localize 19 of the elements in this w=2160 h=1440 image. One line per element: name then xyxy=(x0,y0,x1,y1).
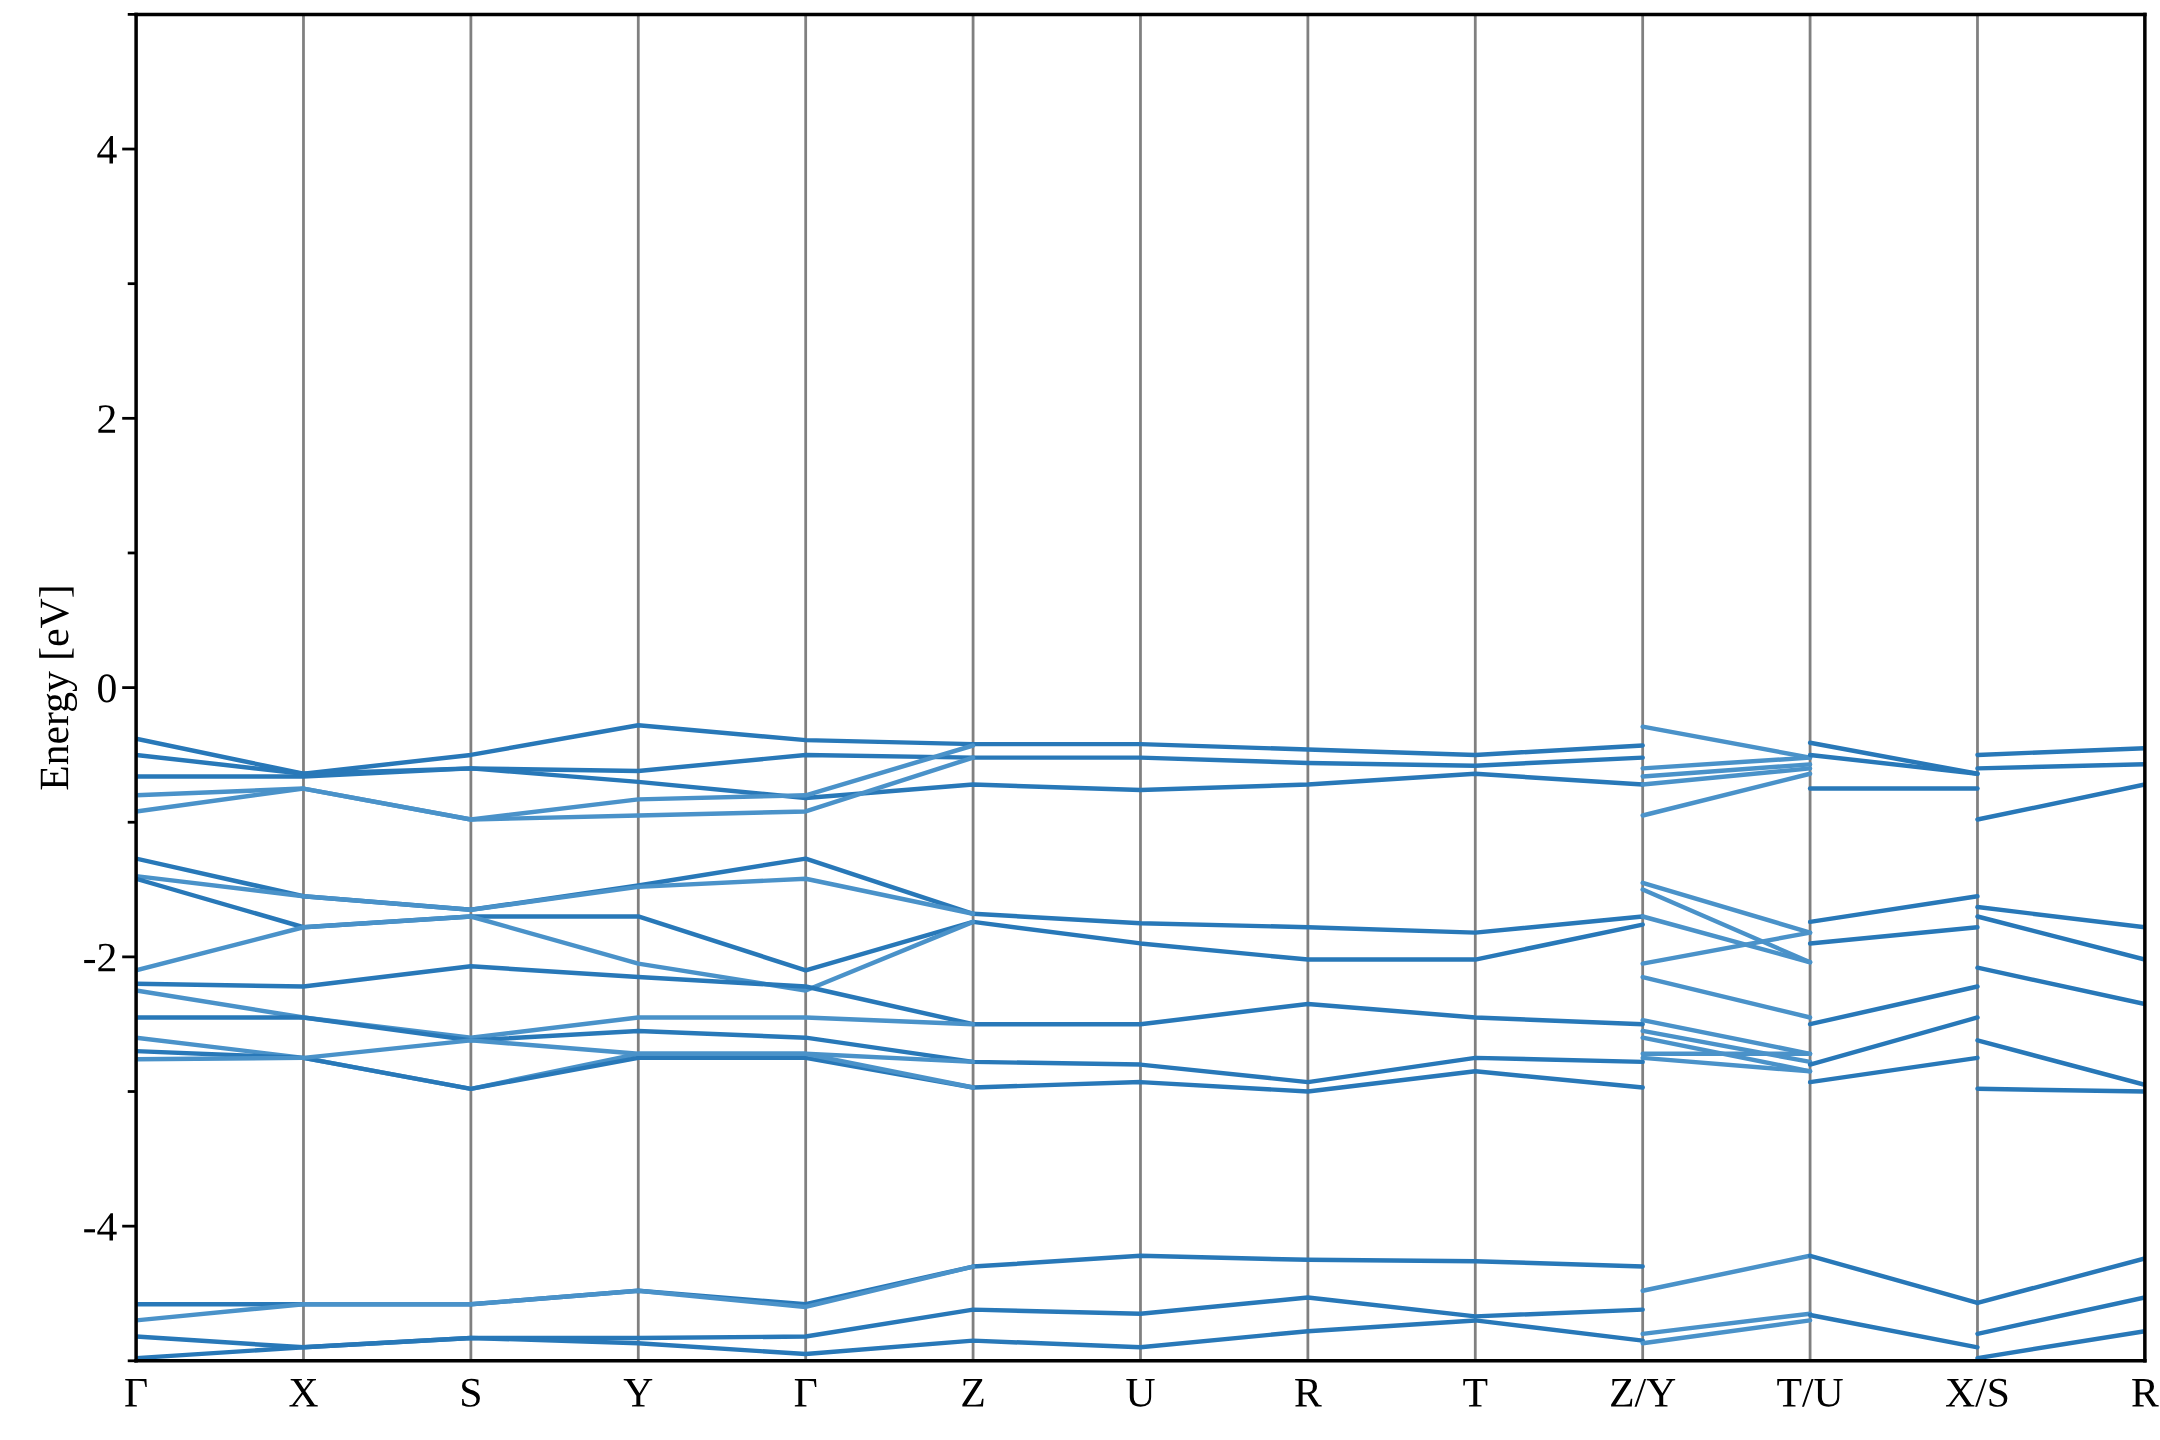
x-tick-label: Γ xyxy=(794,1379,817,1407)
y-tick-label: 0 xyxy=(98,674,116,703)
x-tick-label: Γ xyxy=(125,1379,147,1407)
y-axis-title: Energy [eV] xyxy=(39,587,78,790)
x-tick-label: U xyxy=(1126,1379,1155,1407)
y-tick-label: -4 xyxy=(84,1213,117,1241)
x-tick-label: Y xyxy=(623,1379,653,1407)
y-tick-label: 2 xyxy=(98,405,116,433)
y-tick-label: 4 xyxy=(97,136,117,164)
x-tick-label: X xyxy=(289,1379,318,1407)
x-tick-label: T/U xyxy=(1777,1378,1843,1407)
x-tick-label: X/S xyxy=(1945,1378,2008,1407)
x-tick-label: R xyxy=(1295,1379,1322,1407)
y-tick-label: -2 xyxy=(84,943,116,972)
x-tick-label: Z/Y xyxy=(1611,1378,1676,1407)
x-tick-label: T xyxy=(1463,1379,1488,1407)
x-tick-label: Z xyxy=(962,1379,984,1407)
x-tick-label: S xyxy=(462,1378,480,1407)
x-tick-label: R xyxy=(2132,1379,2159,1407)
